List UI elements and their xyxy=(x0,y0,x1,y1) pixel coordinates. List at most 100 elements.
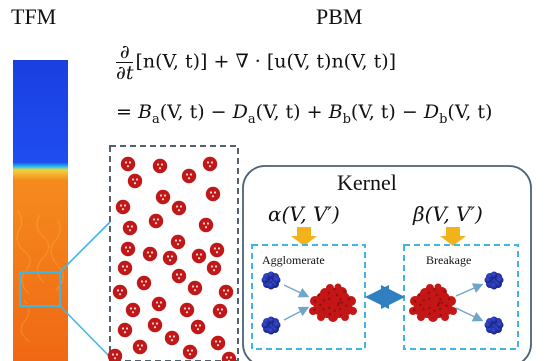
particle-highlight xyxy=(194,324,198,327)
particle-highlight xyxy=(216,344,220,347)
particle xyxy=(206,260,222,276)
red-cluster-shade xyxy=(337,301,341,305)
alpha-down-arrow xyxy=(291,227,317,246)
time-derivative: ∂ ∂t xyxy=(116,41,134,84)
red-cluster-shade xyxy=(318,303,322,307)
red-cluster-shade xyxy=(428,312,432,316)
red-cluster-blob xyxy=(409,307,417,315)
particle-highlight xyxy=(224,293,228,296)
red-cluster-shade xyxy=(437,301,441,305)
particle-highlight xyxy=(225,356,229,359)
particle-highlight xyxy=(144,280,148,283)
particle xyxy=(120,241,136,257)
blue-particle-blob xyxy=(267,327,275,335)
red-cluster-blob xyxy=(449,307,457,315)
agglomerate-arrow-bottom xyxy=(283,306,310,321)
red-cluster-blob xyxy=(326,284,334,292)
particle-highlight xyxy=(138,348,142,351)
particle-highlight xyxy=(150,251,154,254)
red-cluster-blob xyxy=(434,283,442,291)
breakage-arrow-bottom xyxy=(455,307,484,322)
particle-highlight xyxy=(121,208,125,211)
blue-particle-blob xyxy=(484,321,492,329)
red-cluster-shade xyxy=(440,301,444,304)
red-cluster-shade xyxy=(428,306,431,310)
particle-highlight xyxy=(222,289,226,292)
particle-highlight xyxy=(123,331,127,334)
particle-highlight xyxy=(116,289,120,292)
particle xyxy=(148,213,164,229)
particle xyxy=(212,303,228,319)
particle xyxy=(155,189,171,205)
red-cluster-shade xyxy=(333,309,336,312)
tfm-zoom-box xyxy=(19,271,61,307)
particle xyxy=(107,348,123,361)
particle-highlight xyxy=(128,161,132,164)
blue-particle-blob xyxy=(496,321,504,329)
beta-kernel-label: β(V, V′) xyxy=(413,202,483,226)
particle-highlight xyxy=(189,173,193,176)
red-cluster-blob xyxy=(426,284,434,292)
particle-highlight xyxy=(133,182,137,185)
red-cluster-shade xyxy=(428,297,431,301)
red-cluster-blob xyxy=(341,313,349,321)
particle xyxy=(187,280,203,296)
particle-highlight xyxy=(195,253,199,256)
particle xyxy=(127,173,143,189)
red-cluster-shade xyxy=(328,306,331,310)
particle-highlight xyxy=(178,239,182,242)
particle-highlight xyxy=(196,328,200,331)
particle-highlight xyxy=(155,301,159,304)
particle-highlight xyxy=(176,243,180,246)
particle xyxy=(170,234,186,250)
particle xyxy=(125,302,141,318)
particle-highlight xyxy=(179,205,183,208)
particle-highlight xyxy=(123,204,127,207)
agglomerate-red-cluster xyxy=(309,283,357,322)
agglomerate-arrow-top xyxy=(283,284,310,298)
particle-highlight xyxy=(166,255,170,258)
particle-highlight xyxy=(111,353,115,356)
red-cluster-shade xyxy=(340,301,344,304)
equation-line1-rest: [n(V, t)] + ∇ · [u(V, t)n(V, t)] xyxy=(135,50,397,73)
particle-highlight xyxy=(140,280,144,283)
particle-highlight xyxy=(214,340,218,343)
particle xyxy=(171,268,187,284)
particle-highlight xyxy=(193,289,197,292)
red-cluster-shade xyxy=(345,304,348,307)
particle xyxy=(147,317,163,333)
particle-highlight xyxy=(215,251,219,254)
red-cluster-blob xyxy=(446,296,456,306)
blue-particle-blob xyxy=(273,276,281,284)
particle-highlight xyxy=(128,246,132,249)
red-cluster-shade xyxy=(422,307,425,311)
particle-highlight xyxy=(185,173,189,176)
red-cluster-shade xyxy=(338,307,342,311)
particle xyxy=(221,351,237,361)
red-cluster-shade xyxy=(422,298,426,302)
particle-highlight xyxy=(214,265,218,268)
red-cluster-shade xyxy=(327,291,331,295)
particle-highlight xyxy=(121,327,125,330)
red-cluster-blob xyxy=(334,283,342,291)
particle xyxy=(209,242,225,258)
red-cluster-shade xyxy=(343,290,346,293)
particle-highlight xyxy=(190,349,194,352)
particle xyxy=(218,284,234,300)
particle-highlight xyxy=(113,357,117,360)
blue-particle-blob xyxy=(490,327,498,335)
red-cluster-shade xyxy=(439,313,442,317)
particle xyxy=(164,330,180,346)
red-cluster-shade xyxy=(335,293,339,297)
particle xyxy=(205,186,221,202)
particle-highlight xyxy=(146,251,150,254)
particle-highlight xyxy=(126,225,130,228)
particle-highlight xyxy=(217,247,221,250)
red-cluster-shade xyxy=(336,303,340,307)
particle-highlight xyxy=(140,344,144,347)
particle xyxy=(190,319,206,335)
particle xyxy=(115,199,131,215)
red-cluster-shade xyxy=(322,298,326,302)
red-cluster-blob xyxy=(441,313,449,321)
callout-line-top xyxy=(59,221,111,273)
